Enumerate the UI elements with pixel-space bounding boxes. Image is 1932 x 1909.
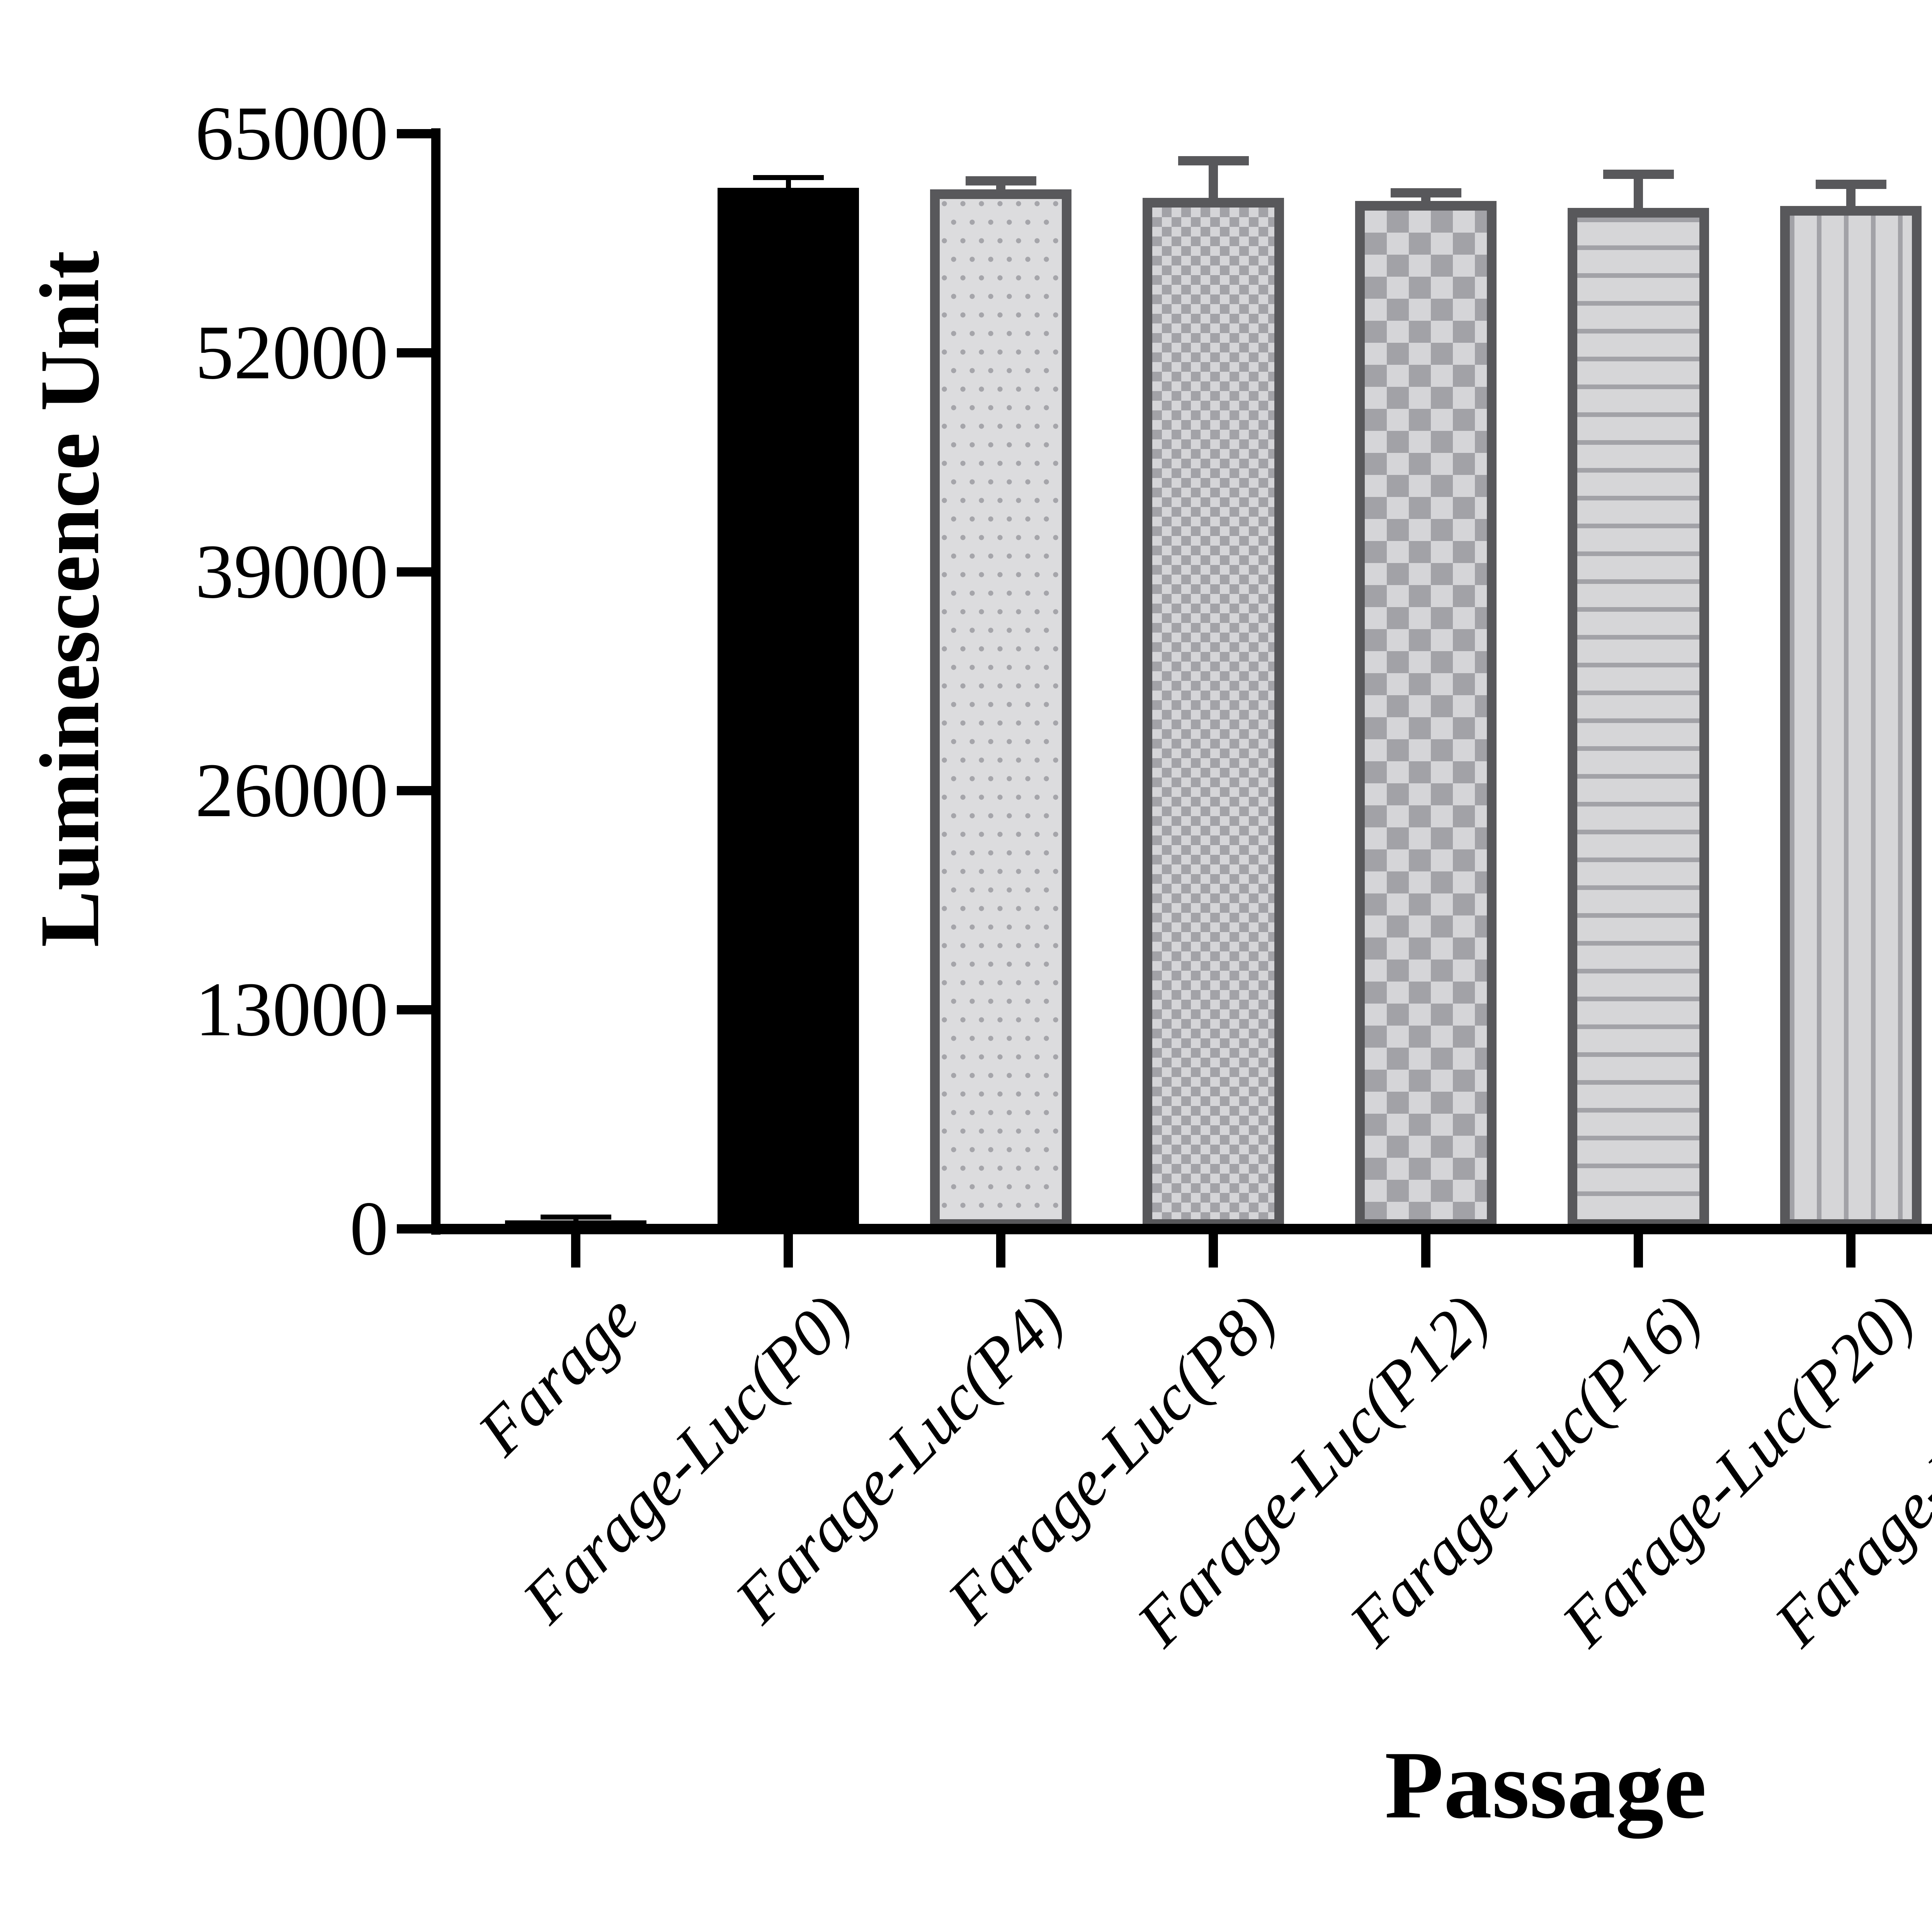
bar-farage-luc-p16 bbox=[1568, 208, 1709, 1229]
error-bar-stem bbox=[1209, 165, 1218, 200]
bar-farage-luc-p4 bbox=[930, 189, 1071, 1229]
y-tick-0 bbox=[397, 1224, 431, 1234]
error-bar-cap bbox=[1815, 179, 1886, 189]
y-tick-label-52000: 52000 bbox=[195, 310, 388, 395]
x-tick-farage-luc-p8 bbox=[1209, 1234, 1218, 1268]
y-tick-13000 bbox=[397, 1005, 431, 1015]
x-tick-label-farage: Farage bbox=[464, 1281, 652, 1469]
bar-farage-luc-p0 bbox=[718, 187, 859, 1229]
y-tick-39000 bbox=[397, 567, 431, 577]
y-tick-52000 bbox=[397, 348, 431, 357]
error-bar-stem bbox=[1846, 189, 1855, 208]
error-bar-stem bbox=[1634, 179, 1643, 210]
error-bar-cap bbox=[965, 176, 1036, 186]
error-bar-cap bbox=[1178, 156, 1249, 165]
x-tick-farage-luc-p4 bbox=[996, 1234, 1005, 1268]
y-tick-26000 bbox=[397, 786, 431, 796]
x-axis-line bbox=[431, 1224, 1932, 1234]
bar-farage-luc-p12 bbox=[1355, 201, 1497, 1229]
x-tick-farage-luc-p12 bbox=[1421, 1234, 1430, 1268]
y-tick-label-39000: 39000 bbox=[195, 529, 388, 614]
x-tick-farage bbox=[571, 1234, 580, 1268]
y-axis-line bbox=[431, 128, 440, 1235]
x-tick-farage-luc-p20 bbox=[1846, 1234, 1855, 1268]
error-bar-cap bbox=[1603, 169, 1674, 179]
y-tick-label-65000: 65000 bbox=[195, 91, 388, 176]
x-tick-farage-luc-p16 bbox=[1634, 1234, 1643, 1268]
error-bar-cap bbox=[1390, 188, 1461, 197]
y-tick-label-26000: 26000 bbox=[195, 748, 388, 834]
bar-farage-luc-p20 bbox=[1780, 206, 1922, 1229]
x-axis-title: Passage bbox=[1384, 1732, 1707, 1839]
y-tick-label-13000: 13000 bbox=[195, 967, 388, 1053]
y-tick-label-0: 0 bbox=[350, 1186, 388, 1271]
error-bar-stem bbox=[786, 180, 791, 190]
x-tick-farage-luc-p0 bbox=[784, 1234, 793, 1268]
bar-farage-luc-p8 bbox=[1143, 197, 1284, 1229]
error-bar-cap bbox=[753, 175, 824, 180]
y-tick-65000 bbox=[397, 129, 431, 138]
error-bar-cap bbox=[540, 1214, 611, 1220]
